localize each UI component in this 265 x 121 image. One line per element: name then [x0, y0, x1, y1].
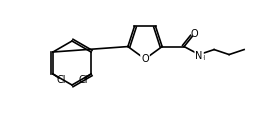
Text: Cl: Cl [78, 75, 88, 85]
Text: N: N [195, 51, 203, 61]
Text: O: O [141, 54, 149, 64]
Text: O: O [190, 29, 198, 39]
Text: Cl: Cl [56, 75, 66, 85]
Text: H: H [200, 55, 205, 61]
